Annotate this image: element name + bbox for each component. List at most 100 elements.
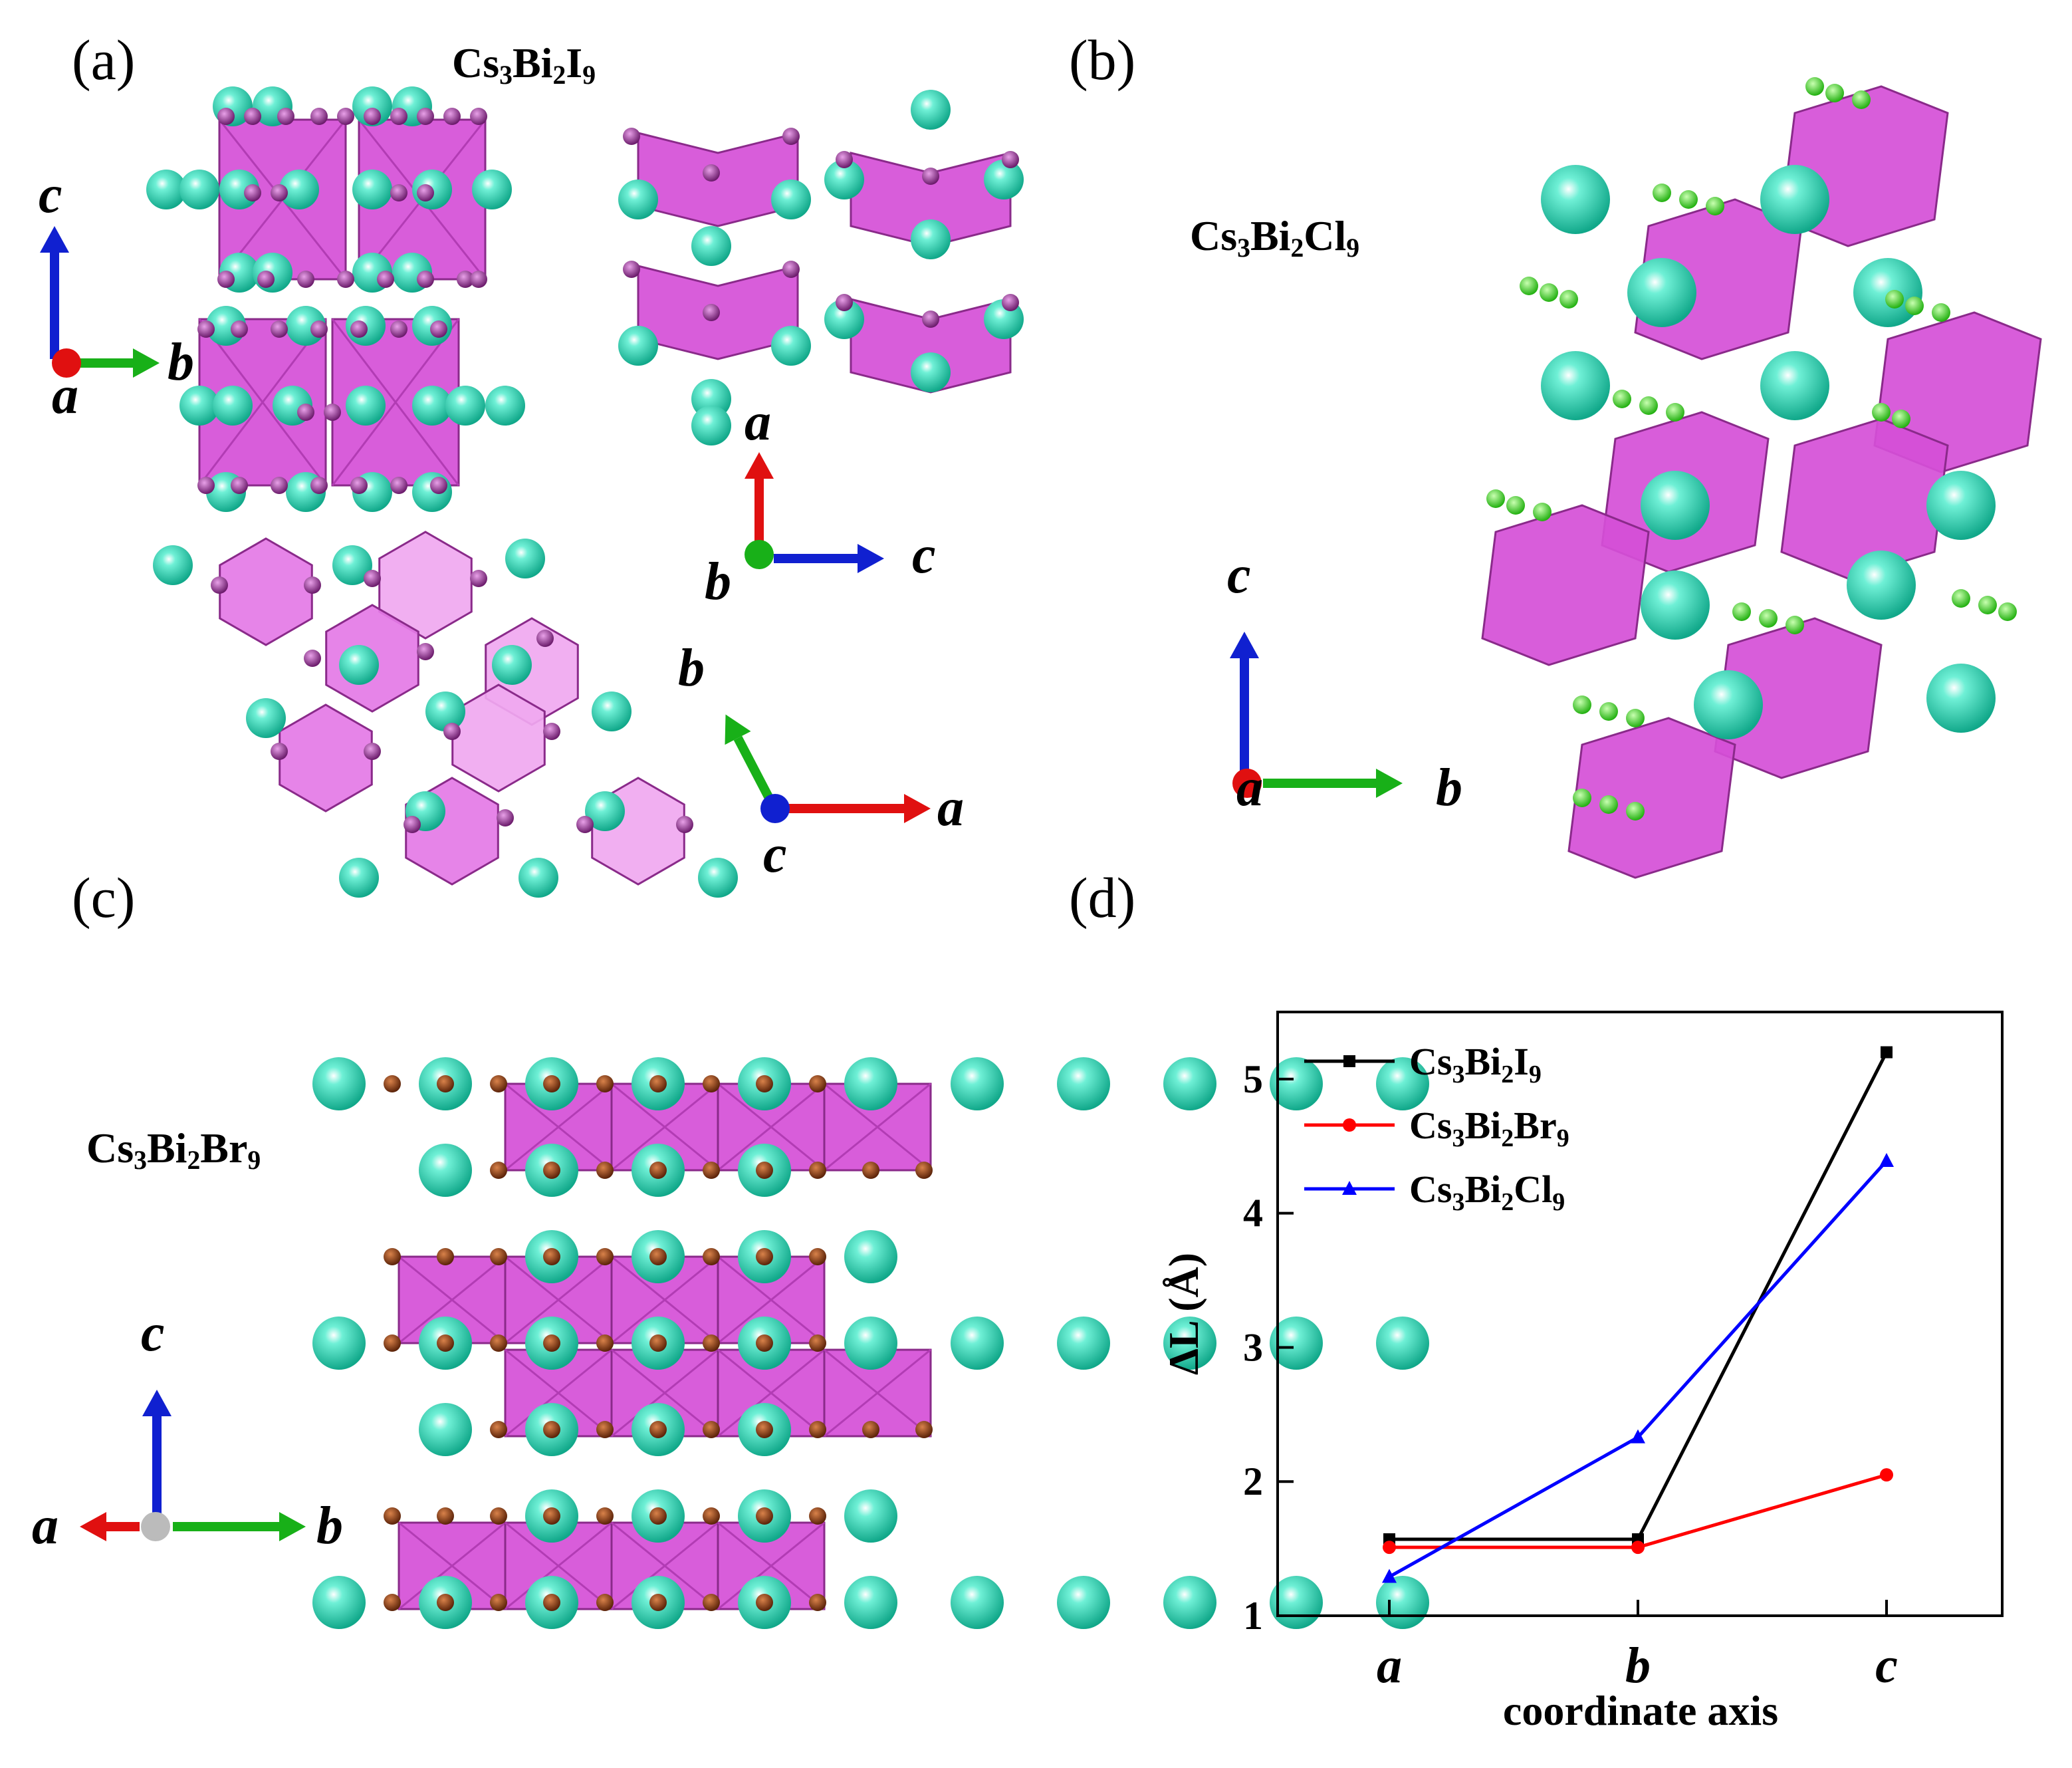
cs-atom (698, 858, 738, 898)
oct-c-1-1-edge (505, 1255, 612, 1344)
i-atom (211, 576, 228, 594)
i-atom (417, 184, 434, 201)
oct-c-2-1-edge (611, 1348, 719, 1438)
axis-letter-a-c: a (32, 1497, 58, 1555)
cs-atom (352, 86, 392, 126)
legend-entry: Cs3Bi2Br9 (1409, 1104, 1569, 1152)
i-atom (390, 108, 407, 125)
br-atom (649, 1248, 667, 1265)
i-atom (443, 723, 461, 740)
cs-atom (153, 545, 193, 585)
cl-atom (1905, 297, 1924, 315)
data-point (1631, 1429, 1645, 1444)
structure-atoms (146, 77, 2042, 1629)
y-tick-label: 2 (1243, 1459, 1263, 1503)
i-atom (470, 108, 487, 125)
axis-c-arrow-a2-head (858, 544, 884, 573)
i-atom (297, 271, 314, 288)
cs-atom (844, 1576, 897, 1629)
oct-c-1-0-edge (398, 1255, 506, 1344)
axis-letter-b-a2: b (705, 553, 731, 611)
axis-letter-b-a3: b (678, 639, 705, 697)
cl-atom (1486, 489, 1505, 508)
axis-letter-b-c: b (316, 1497, 343, 1555)
x-tick-label: b (1625, 1638, 1651, 1694)
cs-atom (844, 1489, 897, 1543)
formula-chloride: Cs3Bi2Cl9 (1190, 212, 1360, 263)
i-atom (623, 261, 640, 278)
cs-atom (691, 406, 731, 445)
i-atom (244, 184, 261, 201)
i-atom (430, 477, 447, 494)
cs-atom (1641, 471, 1710, 540)
axis-letter-a-a2: a (745, 393, 771, 451)
oct-a1-bot-1-edge (331, 318, 460, 486)
br-atom (490, 1421, 507, 1438)
br-atom (543, 1075, 560, 1092)
br-atom (490, 1075, 507, 1092)
i-atom (497, 809, 514, 826)
br-atom (596, 1507, 614, 1525)
cl-atom (1732, 602, 1751, 621)
br-atom (756, 1594, 773, 1611)
i-atom (324, 404, 341, 421)
cs-atom (951, 1057, 1004, 1110)
br-atom (649, 1507, 667, 1525)
series-2 (1382, 1152, 1894, 1583)
i-atom (576, 816, 594, 833)
cl-atom (1805, 77, 1824, 96)
br-atom (756, 1075, 773, 1092)
cl-atom (1540, 283, 1558, 302)
br-atom (756, 1162, 773, 1179)
cl-atom (1573, 789, 1591, 807)
i-atom (836, 151, 853, 168)
origin-b (1232, 769, 1262, 798)
cs-atom (1376, 1057, 1429, 1110)
x-tick-label: c (1875, 1638, 1898, 1694)
br-atom (862, 1162, 879, 1179)
i-atom (217, 108, 235, 125)
i-atom (536, 630, 554, 647)
i-atom (271, 184, 288, 201)
cs-atom (492, 645, 532, 685)
cs-atom (425, 692, 465, 731)
br-atom (809, 1421, 826, 1438)
cs-atom (472, 170, 512, 209)
i-atom (364, 108, 381, 125)
i-atom (430, 320, 447, 338)
br-atom (543, 1248, 560, 1265)
axis-letter-a-a3: a (937, 779, 964, 837)
cs-atom (312, 1057, 366, 1110)
br-atom (862, 1421, 879, 1438)
br-atom (649, 1594, 667, 1611)
i-atom (457, 271, 474, 288)
cl-atom (1852, 90, 1871, 109)
cs-atom (844, 1317, 897, 1370)
axis-letter-a-a1: a (52, 366, 78, 425)
axis-a-arrow-a3-head (904, 794, 931, 823)
cs-atom (951, 1576, 1004, 1629)
cs-atom (824, 160, 864, 199)
cs-atom (312, 1317, 366, 1370)
axis-letter-c-b: c (1227, 546, 1251, 604)
cl-atom (1706, 197, 1724, 215)
i-atom (271, 477, 288, 494)
cs-atom (585, 791, 625, 831)
i-atom (271, 320, 288, 338)
axis-b-arrow-c-head (279, 1512, 306, 1541)
br-atom (649, 1162, 667, 1179)
br-atom (649, 1334, 667, 1352)
br-atom (596, 1421, 614, 1438)
oct-c-2-2-edge (717, 1348, 825, 1438)
i-atom (337, 271, 354, 288)
cl-atom (1932, 303, 1950, 322)
cl-atom (1679, 190, 1698, 209)
br-atom (703, 1421, 720, 1438)
cs-atom (1270, 1317, 1323, 1370)
y-axis-label: ΔL (Å) (1160, 1253, 1207, 1375)
data-point (1383, 1541, 1396, 1555)
cl-atom (1666, 403, 1684, 422)
origin-a3 (760, 794, 790, 823)
axis-letter-c-a2: c (912, 526, 936, 584)
